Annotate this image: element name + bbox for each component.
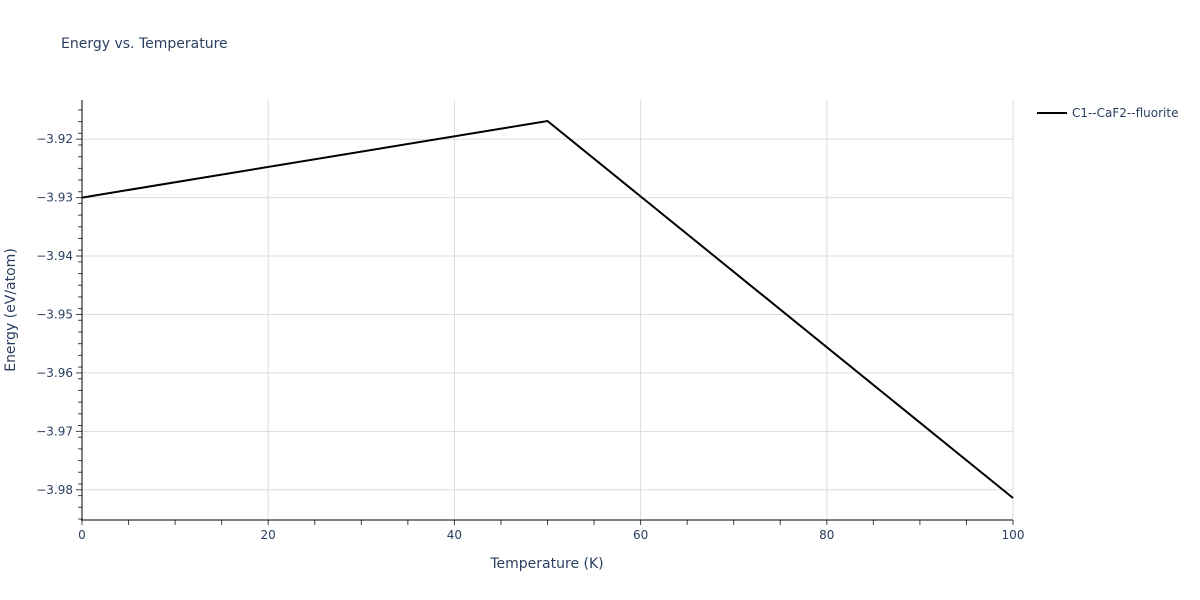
- y-tick-label: −3.95: [36, 307, 73, 321]
- y-tick-label: −3.98: [36, 483, 73, 497]
- y-tick-label: −3.94: [36, 249, 73, 263]
- y-tick-label: −3.96: [36, 366, 73, 380]
- gridlines: [82, 100, 1014, 519]
- x-tick-label: 80: [819, 528, 834, 542]
- x-tick-label: 20: [261, 528, 276, 542]
- x-axis-title: Temperature (K): [489, 556, 603, 572]
- legend-line-icon: [1037, 112, 1067, 114]
- x-tick-label: 100: [1002, 528, 1025, 542]
- chart-title: Energy vs. Temperature: [61, 36, 228, 52]
- y-tick-label: −3.97: [36, 424, 73, 438]
- legend-label: C1--CaF2--fluorite: [1072, 106, 1179, 120]
- y-tick-label: −3.92: [36, 132, 73, 146]
- y-axis-title: Energy (eV/atom): [3, 248, 19, 372]
- axis-ticks: [76, 109, 1014, 525]
- x-tick-label: 0: [78, 528, 86, 542]
- x-tick-label: 40: [447, 528, 462, 542]
- x-tick-label: 60: [633, 528, 648, 542]
- series-line[interactable]: [81, 119, 1014, 499]
- y-tick-label: −3.93: [36, 191, 73, 205]
- tick-labels: 0 20 40 60 80 100 −3.98 −3.97 −3.96 −3.95 −3.94 −3.…: [36, 132, 1024, 542]
- legend-item[interactable]: C1--CaF2--fluorite: [1037, 106, 1178, 120]
